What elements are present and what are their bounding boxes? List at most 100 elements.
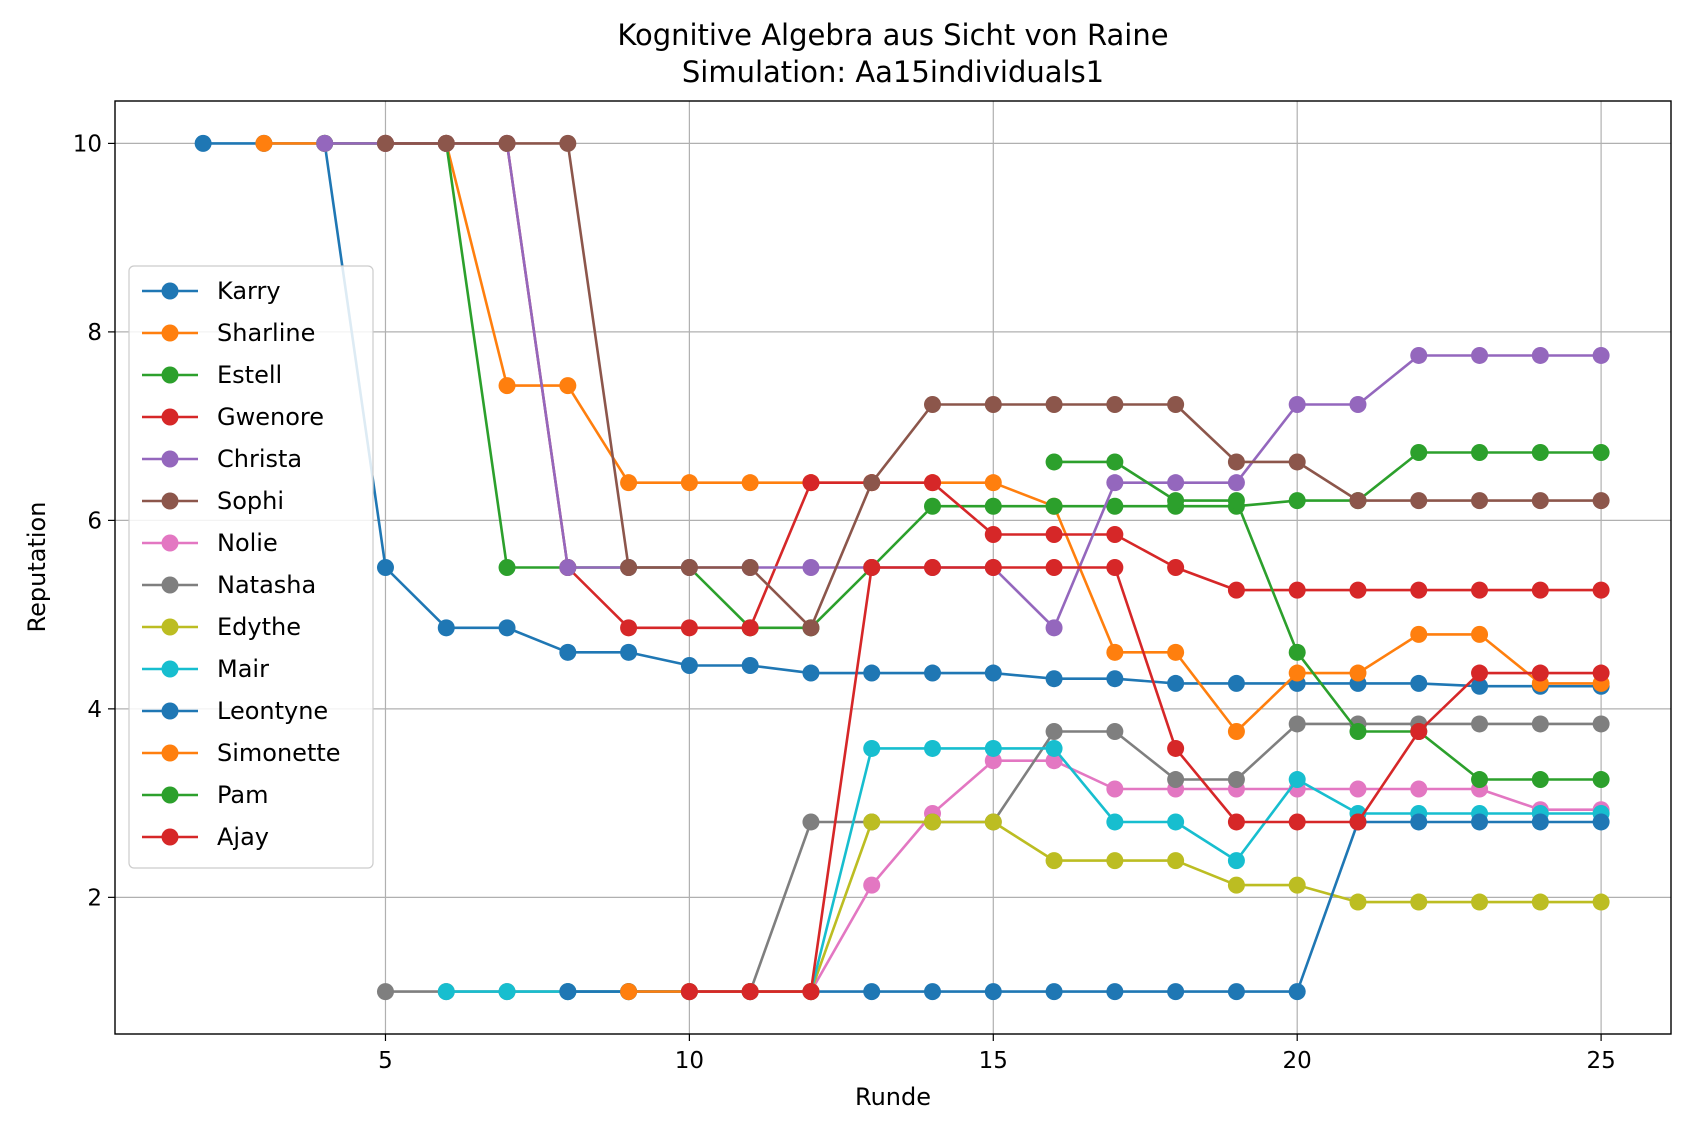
data-point [437, 619, 455, 637]
data-point [1349, 492, 1367, 510]
data-point [1471, 677, 1489, 695]
series-line [809, 759, 1602, 993]
data-point [1227, 581, 1245, 599]
data-point [1227, 983, 1245, 1001]
data-point [1045, 983, 1063, 1001]
x-tick-label: 15 [979, 1048, 1008, 1074]
data-point [376, 559, 394, 576]
data-point [1167, 739, 1185, 757]
data-point [1106, 643, 1124, 661]
data-point [984, 752, 1002, 770]
data-point [1349, 664, 1367, 682]
data-point [1167, 395, 1185, 413]
data-point [1531, 492, 1549, 510]
data-point [924, 813, 942, 831]
chart-title: Kognitive Algebra aus Sicht von Raine [617, 18, 1168, 52]
legend-item: Karry [142, 277, 281, 305]
data-point [1227, 876, 1245, 894]
data-point [1410, 893, 1428, 911]
data-point [802, 983, 820, 1001]
data-point [1106, 670, 1124, 688]
legend-label: Natasha [217, 571, 316, 599]
data-point [1410, 492, 1428, 510]
data-point [1410, 722, 1428, 740]
data-point [1045, 739, 1063, 757]
data-point [1288, 813, 1306, 831]
data-point [1288, 771, 1306, 789]
data-point [1106, 852, 1124, 870]
legend-item: Sophi [142, 487, 284, 515]
data-point [680, 474, 698, 492]
data-point [1167, 559, 1185, 576]
data-point [1531, 813, 1549, 831]
legend-label: Mair [217, 655, 269, 683]
data-point [863, 876, 881, 894]
legend-item: Ajay [142, 823, 269, 851]
data-point [984, 983, 1002, 1001]
data-point [437, 134, 455, 152]
data-point [984, 474, 1002, 492]
legend-box [128, 265, 374, 869]
data-point [741, 474, 759, 492]
data-point [1167, 643, 1185, 661]
data-point [680, 657, 698, 675]
data-point [802, 559, 820, 576]
data-point [924, 739, 942, 757]
data-point [984, 526, 1002, 544]
data-point [924, 983, 942, 1001]
plot-frame [114, 100, 1672, 1035]
data-point [1227, 474, 1245, 492]
data-point [1045, 619, 1063, 637]
legend-marker [161, 450, 179, 468]
data-point [620, 559, 638, 576]
data-point [620, 643, 638, 661]
legend-label: Simonette [217, 739, 341, 767]
data-point [1288, 664, 1306, 682]
data-point [1106, 526, 1124, 544]
y-tick-label: 10 [73, 131, 102, 157]
data-point [1288, 492, 1306, 510]
data-point [1288, 876, 1306, 894]
y-axis-label: Reputation [23, 502, 51, 633]
legend-item: Sharline [142, 319, 315, 347]
data-point [1471, 444, 1489, 462]
data-point [255, 134, 273, 152]
series-line [809, 820, 1602, 993]
data-point [984, 497, 1002, 515]
legend-label: Ajay [217, 823, 269, 851]
data-point [1106, 497, 1124, 515]
data-point [924, 559, 942, 576]
data-point [1106, 453, 1124, 471]
x-tick-label: 25 [1586, 1048, 1615, 1074]
legend-marker [161, 744, 179, 762]
data-point [1471, 813, 1489, 831]
data-point [1288, 395, 1306, 413]
legend-marker [161, 492, 179, 510]
data-point [863, 559, 881, 576]
data-point [1410, 813, 1428, 831]
y-tick-label: 4 [87, 697, 102, 723]
data-point [620, 619, 638, 637]
data-point [376, 134, 394, 152]
series-line [1054, 460, 1602, 781]
data-point [498, 983, 516, 1001]
data-point [1045, 453, 1063, 471]
data-point [924, 395, 942, 413]
data-point [1227, 722, 1245, 740]
data-point [1045, 497, 1063, 515]
data-point [1410, 625, 1428, 643]
data-point [863, 739, 881, 757]
y-tick-label: 6 [87, 508, 102, 534]
data-point [1167, 983, 1185, 1001]
chart-subtitle: Simulation: Aa15individuals1 [682, 55, 1104, 89]
data-point [1227, 852, 1245, 870]
series-sophi [376, 134, 1610, 637]
data-point [316, 134, 334, 152]
data-point [1227, 453, 1245, 471]
data-point [984, 559, 1002, 576]
data-point [559, 134, 577, 152]
data-point [1592, 715, 1610, 733]
data-point [1471, 492, 1489, 510]
legend-marker [161, 702, 179, 720]
